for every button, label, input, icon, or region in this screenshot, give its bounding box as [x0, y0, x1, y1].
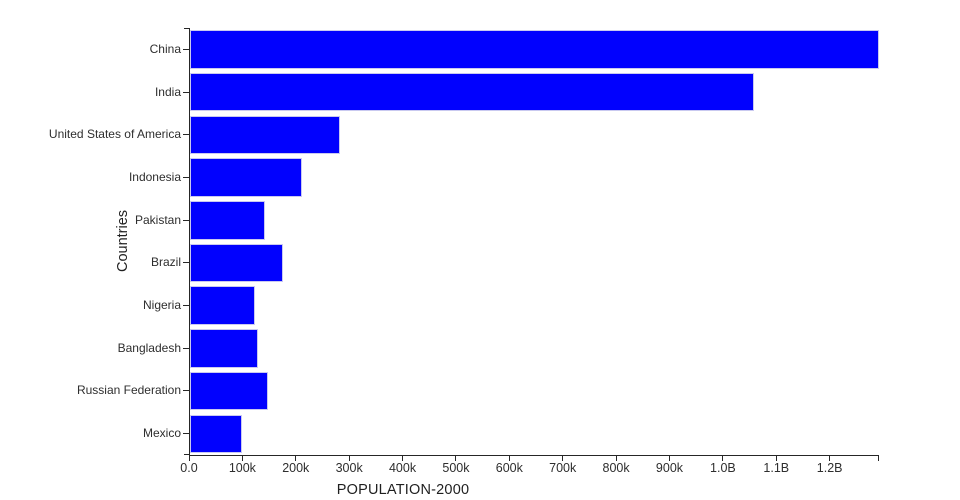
bar	[189, 329, 258, 368]
x-tick-label: 200k	[282, 461, 310, 475]
y-tick-label: Brazil	[150, 255, 181, 270]
y-tick-label: Pakistan	[134, 212, 181, 227]
y-tick-mark	[183, 219, 189, 221]
x-axis-line	[189, 455, 879, 456]
y-tick-label: China	[149, 41, 181, 56]
y-tick-label: India	[154, 84, 181, 99]
x-tick-mark	[348, 455, 350, 461]
bar	[189, 286, 255, 325]
x-axis-end-cap	[189, 455, 190, 461]
bar	[189, 30, 879, 69]
y-axis-end-cap	[183, 454, 189, 455]
x-tick-mark	[775, 455, 777, 461]
x-tick-mark	[455, 455, 457, 461]
x-tick-label: 900k	[655, 461, 684, 475]
bar	[189, 158, 303, 197]
x-tick-label: 800k	[602, 461, 630, 475]
x-tick-label: 1.0B	[710, 461, 736, 475]
x-tick-label: 500k	[442, 461, 470, 475]
x-tick-label: 1.2B	[816, 461, 843, 475]
x-tick-mark	[402, 455, 404, 461]
bar	[189, 414, 243, 453]
x-tick-label: 100k	[228, 461, 256, 475]
y-tick-mark	[183, 347, 189, 349]
y-tick-mark	[183, 433, 189, 435]
y-tick-label: Bangladesh	[117, 340, 181, 355]
x-axis-title: POPULATION-2000	[336, 482, 470, 498]
bar	[189, 115, 340, 155]
x-tick-mark	[722, 455, 724, 461]
x-tick-label: 700k	[549, 461, 577, 475]
y-tick-label: Russian Federation	[76, 383, 181, 398]
y-tick-mark	[183, 48, 189, 50]
x-tick-label: 400k	[388, 461, 417, 475]
y-tick-label: Indonesia	[128, 169, 181, 184]
x-tick-mark	[615, 455, 617, 461]
y-axis-line	[189, 28, 190, 455]
y-tick-mark	[183, 262, 189, 264]
y-tick-mark	[183, 176, 189, 178]
x-tick-mark	[829, 455, 831, 461]
y-tick-mark	[183, 305, 189, 307]
y-tick-label: Mexico	[142, 426, 181, 441]
x-tick-label: 1.1B	[763, 461, 790, 475]
bar	[189, 201, 266, 240]
x-tick-mark	[295, 455, 297, 461]
y-tick-label: Nigeria	[142, 298, 181, 313]
y-tick-mark	[183, 91, 189, 93]
x-tick-label: 600k	[495, 461, 523, 475]
x-axis-end-cap	[878, 455, 879, 461]
x-tick-mark	[241, 455, 243, 461]
y-tick-mark	[183, 390, 189, 392]
y-tick-mark	[183, 134, 189, 136]
bar	[189, 72, 754, 112]
x-tick-mark	[668, 455, 670, 461]
bar	[189, 243, 283, 283]
bar	[189, 371, 268, 411]
x-tick-label: 300k	[335, 461, 363, 475]
y-tick-label: United States of America	[48, 127, 181, 142]
x-tick-mark	[562, 455, 564, 461]
y-axis-end-cap	[183, 28, 189, 29]
x-tick-label: 0.0	[180, 461, 198, 475]
x-tick-mark	[508, 455, 510, 461]
